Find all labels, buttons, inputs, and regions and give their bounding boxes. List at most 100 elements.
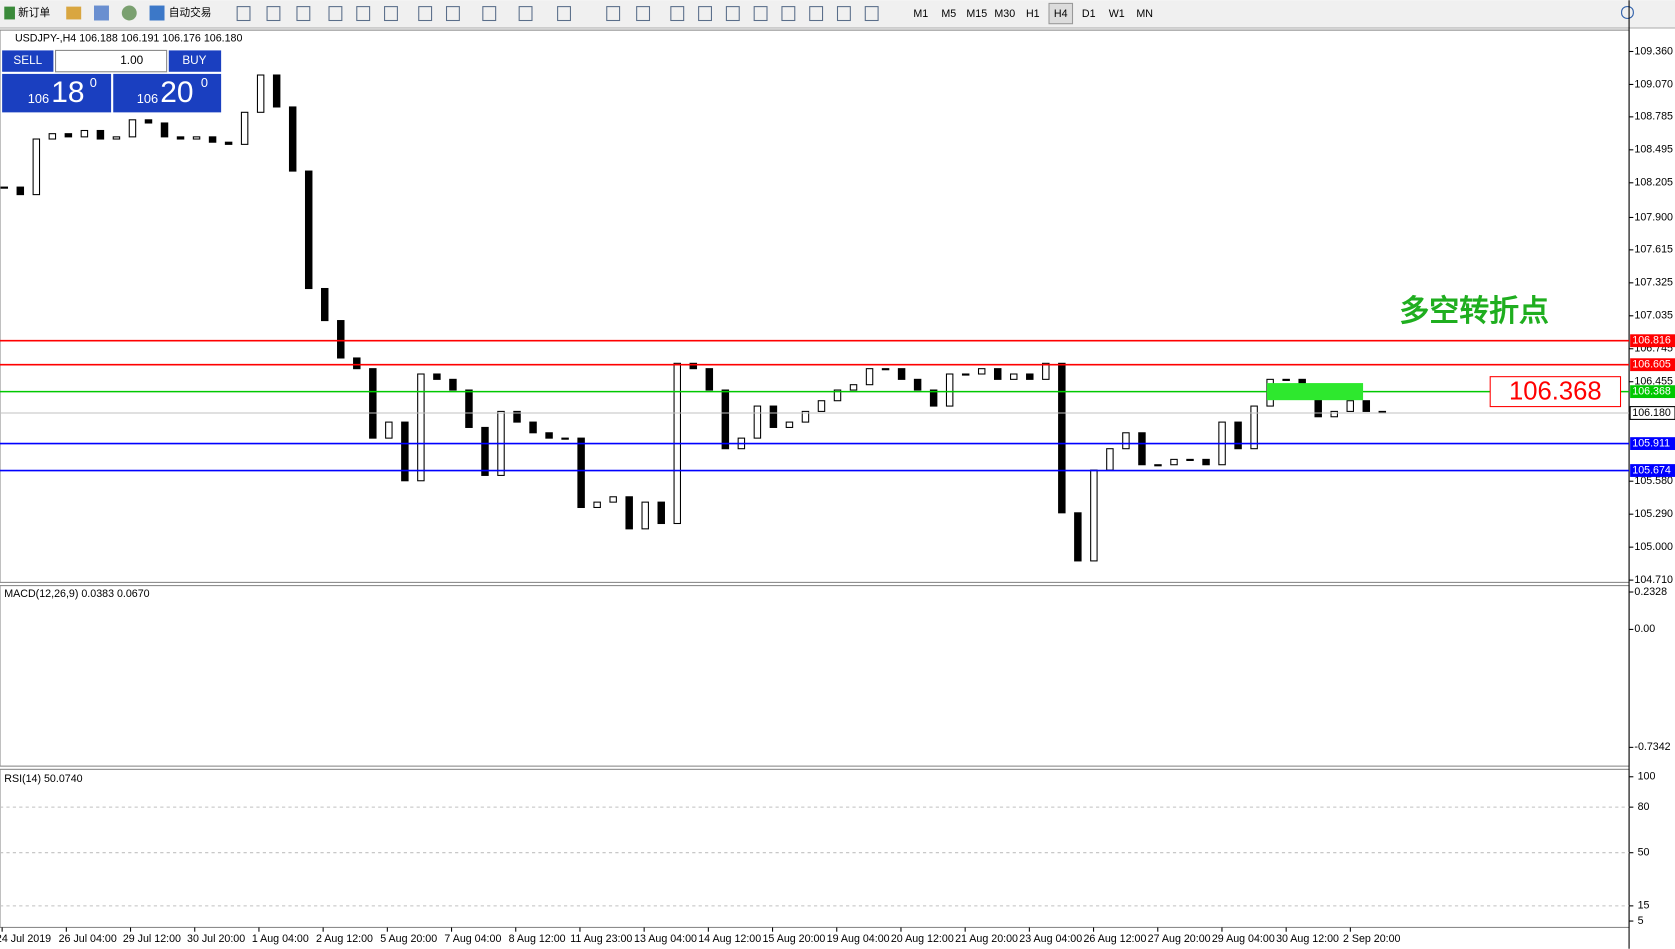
new-order[interactable]: 新订单 <box>18 6 50 19</box>
candle <box>1106 448 1114 471</box>
tool-icon[interactable] <box>864 6 879 22</box>
signal-zone <box>1266 383 1364 401</box>
tool-icon[interactable] <box>356 6 371 22</box>
tool-icon[interactable] <box>698 6 712 22</box>
timeframe[interactable]: M30 <box>994 8 1015 20</box>
sell-button[interactable] <box>2 50 54 72</box>
icon[interactable] <box>94 5 109 21</box>
x-tick-label: 20 Aug 12:00 <box>891 933 954 945</box>
y-tick-label: 80 <box>1638 801 1650 813</box>
candle <box>449 378 457 391</box>
bid-box[interactable] <box>2 73 112 113</box>
timeframe[interactable]: M15 <box>966 8 987 20</box>
tool-icon[interactable] <box>384 6 398 22</box>
buy-button[interactable] <box>168 50 222 72</box>
y-tick-label: 105.290 <box>1634 508 1673 520</box>
candle <box>1234 421 1242 450</box>
tool-icon[interactable] <box>670 6 685 22</box>
tool-icon[interactable] <box>296 6 311 22</box>
new-order-icon[interactable] <box>4 6 15 20</box>
candle <box>561 437 569 440</box>
y-tick-label: 109.360 <box>1634 45 1673 57</box>
candle <box>865 368 874 386</box>
tool-icon[interactable] <box>236 6 251 22</box>
x-tick-label: 23 Aug 04:00 <box>1019 933 1082 945</box>
tool-icon[interactable] <box>266 6 281 22</box>
x-tick-label: 30 Jul 20:00 <box>187 933 245 945</box>
candle <box>1202 458 1210 466</box>
tool-icon[interactable] <box>518 6 533 22</box>
lot-value[interactable]: 1.00 <box>120 54 143 67</box>
y-tick-label: 109.070 <box>1634 78 1673 90</box>
tool-icon[interactable] <box>636 6 651 22</box>
timeframe[interactable]: H1 <box>1026 8 1040 20</box>
x-tick-label: 2 Aug 12:00 <box>316 933 373 945</box>
timeframe[interactable]: H4 <box>1054 8 1068 20</box>
candle <box>1314 397 1322 418</box>
candle <box>144 119 153 124</box>
tool-icon[interactable] <box>445 6 460 22</box>
timeframe-active[interactable] <box>1048 2 1074 25</box>
candle <box>817 400 826 412</box>
bid-big: 106 <box>28 91 49 106</box>
tool-icon[interactable] <box>328 6 343 22</box>
tool-icon[interactable] <box>557 6 571 22</box>
ask-box[interactable] <box>113 73 222 113</box>
tool-icon[interactable] <box>418 6 433 22</box>
y-tick-label: 107.900 <box>1634 211 1673 223</box>
x-tick-label: 8 Aug 12:00 <box>509 933 566 945</box>
candle <box>16 186 25 196</box>
tool-icon[interactable] <box>725 6 740 22</box>
candle <box>160 122 169 138</box>
candle <box>705 368 714 391</box>
candle <box>545 432 553 439</box>
candle <box>529 421 537 434</box>
x-tick-label: 7 Aug 04:00 <box>444 933 501 945</box>
timeframe[interactable]: M5 <box>941 8 956 20</box>
candle <box>80 129 89 138</box>
tool-icon[interactable] <box>809 6 824 22</box>
tool-icon[interactable] <box>836 6 851 22</box>
big-label-box <box>1489 376 1622 408</box>
candle <box>321 287 329 322</box>
y-tick-label: 100 <box>1638 771 1656 783</box>
candle <box>96 129 105 140</box>
candle <box>625 496 633 530</box>
tool-icon[interactable] <box>606 6 621 22</box>
icon[interactable] <box>121 5 137 21</box>
sell-label[interactable]: SELL <box>13 54 42 67</box>
timeframe[interactable]: D1 <box>1082 8 1096 20</box>
timeframe[interactable]: M1 <box>913 8 928 20</box>
tool-icon[interactable] <box>753 6 768 22</box>
timeframe[interactable]: W1 <box>1109 8 1125 20</box>
candle <box>64 133 73 138</box>
candle <box>337 320 345 359</box>
candle <box>593 501 601 509</box>
tool-icon[interactable] <box>482 6 497 22</box>
lot-input[interactable] <box>55 49 168 73</box>
buy-label[interactable]: BUY <box>182 54 206 67</box>
level-label-box <box>1630 358 1675 372</box>
level-label-box <box>1630 437 1675 450</box>
auto-trading-icon[interactable] <box>149 5 165 21</box>
candle <box>32 138 41 196</box>
candle <box>1154 464 1162 467</box>
icon[interactable] <box>66 6 82 20</box>
timeframe[interactable]: MN <box>1136 8 1153 20</box>
tool-icon[interactable] <box>781 6 796 22</box>
y-tick-label: 108.785 <box>1634 111 1673 123</box>
auto-trading[interactable]: 自动交易 <box>169 6 212 19</box>
level-label: 106.816 <box>1632 335 1671 347</box>
x-tick-label: 19 Aug 04:00 <box>827 933 890 945</box>
candle <box>1282 378 1290 381</box>
candle <box>1346 400 1354 412</box>
candle <box>753 405 762 439</box>
y-tick-label: 108.495 <box>1634 144 1673 156</box>
x-tick-label: 2 Sep 20:00 <box>1343 933 1401 945</box>
macd-header: MACD(12,26,9) 0.0383 0.0670 <box>4 588 149 600</box>
search-icon[interactable] <box>1621 6 1634 19</box>
chart-header: USDJPY-,H4 106.188 106.191 106.176 106.1… <box>15 32 243 44</box>
candle <box>48 133 57 140</box>
candle <box>721 389 730 450</box>
y-tick-label: 5 <box>1638 915 1644 927</box>
